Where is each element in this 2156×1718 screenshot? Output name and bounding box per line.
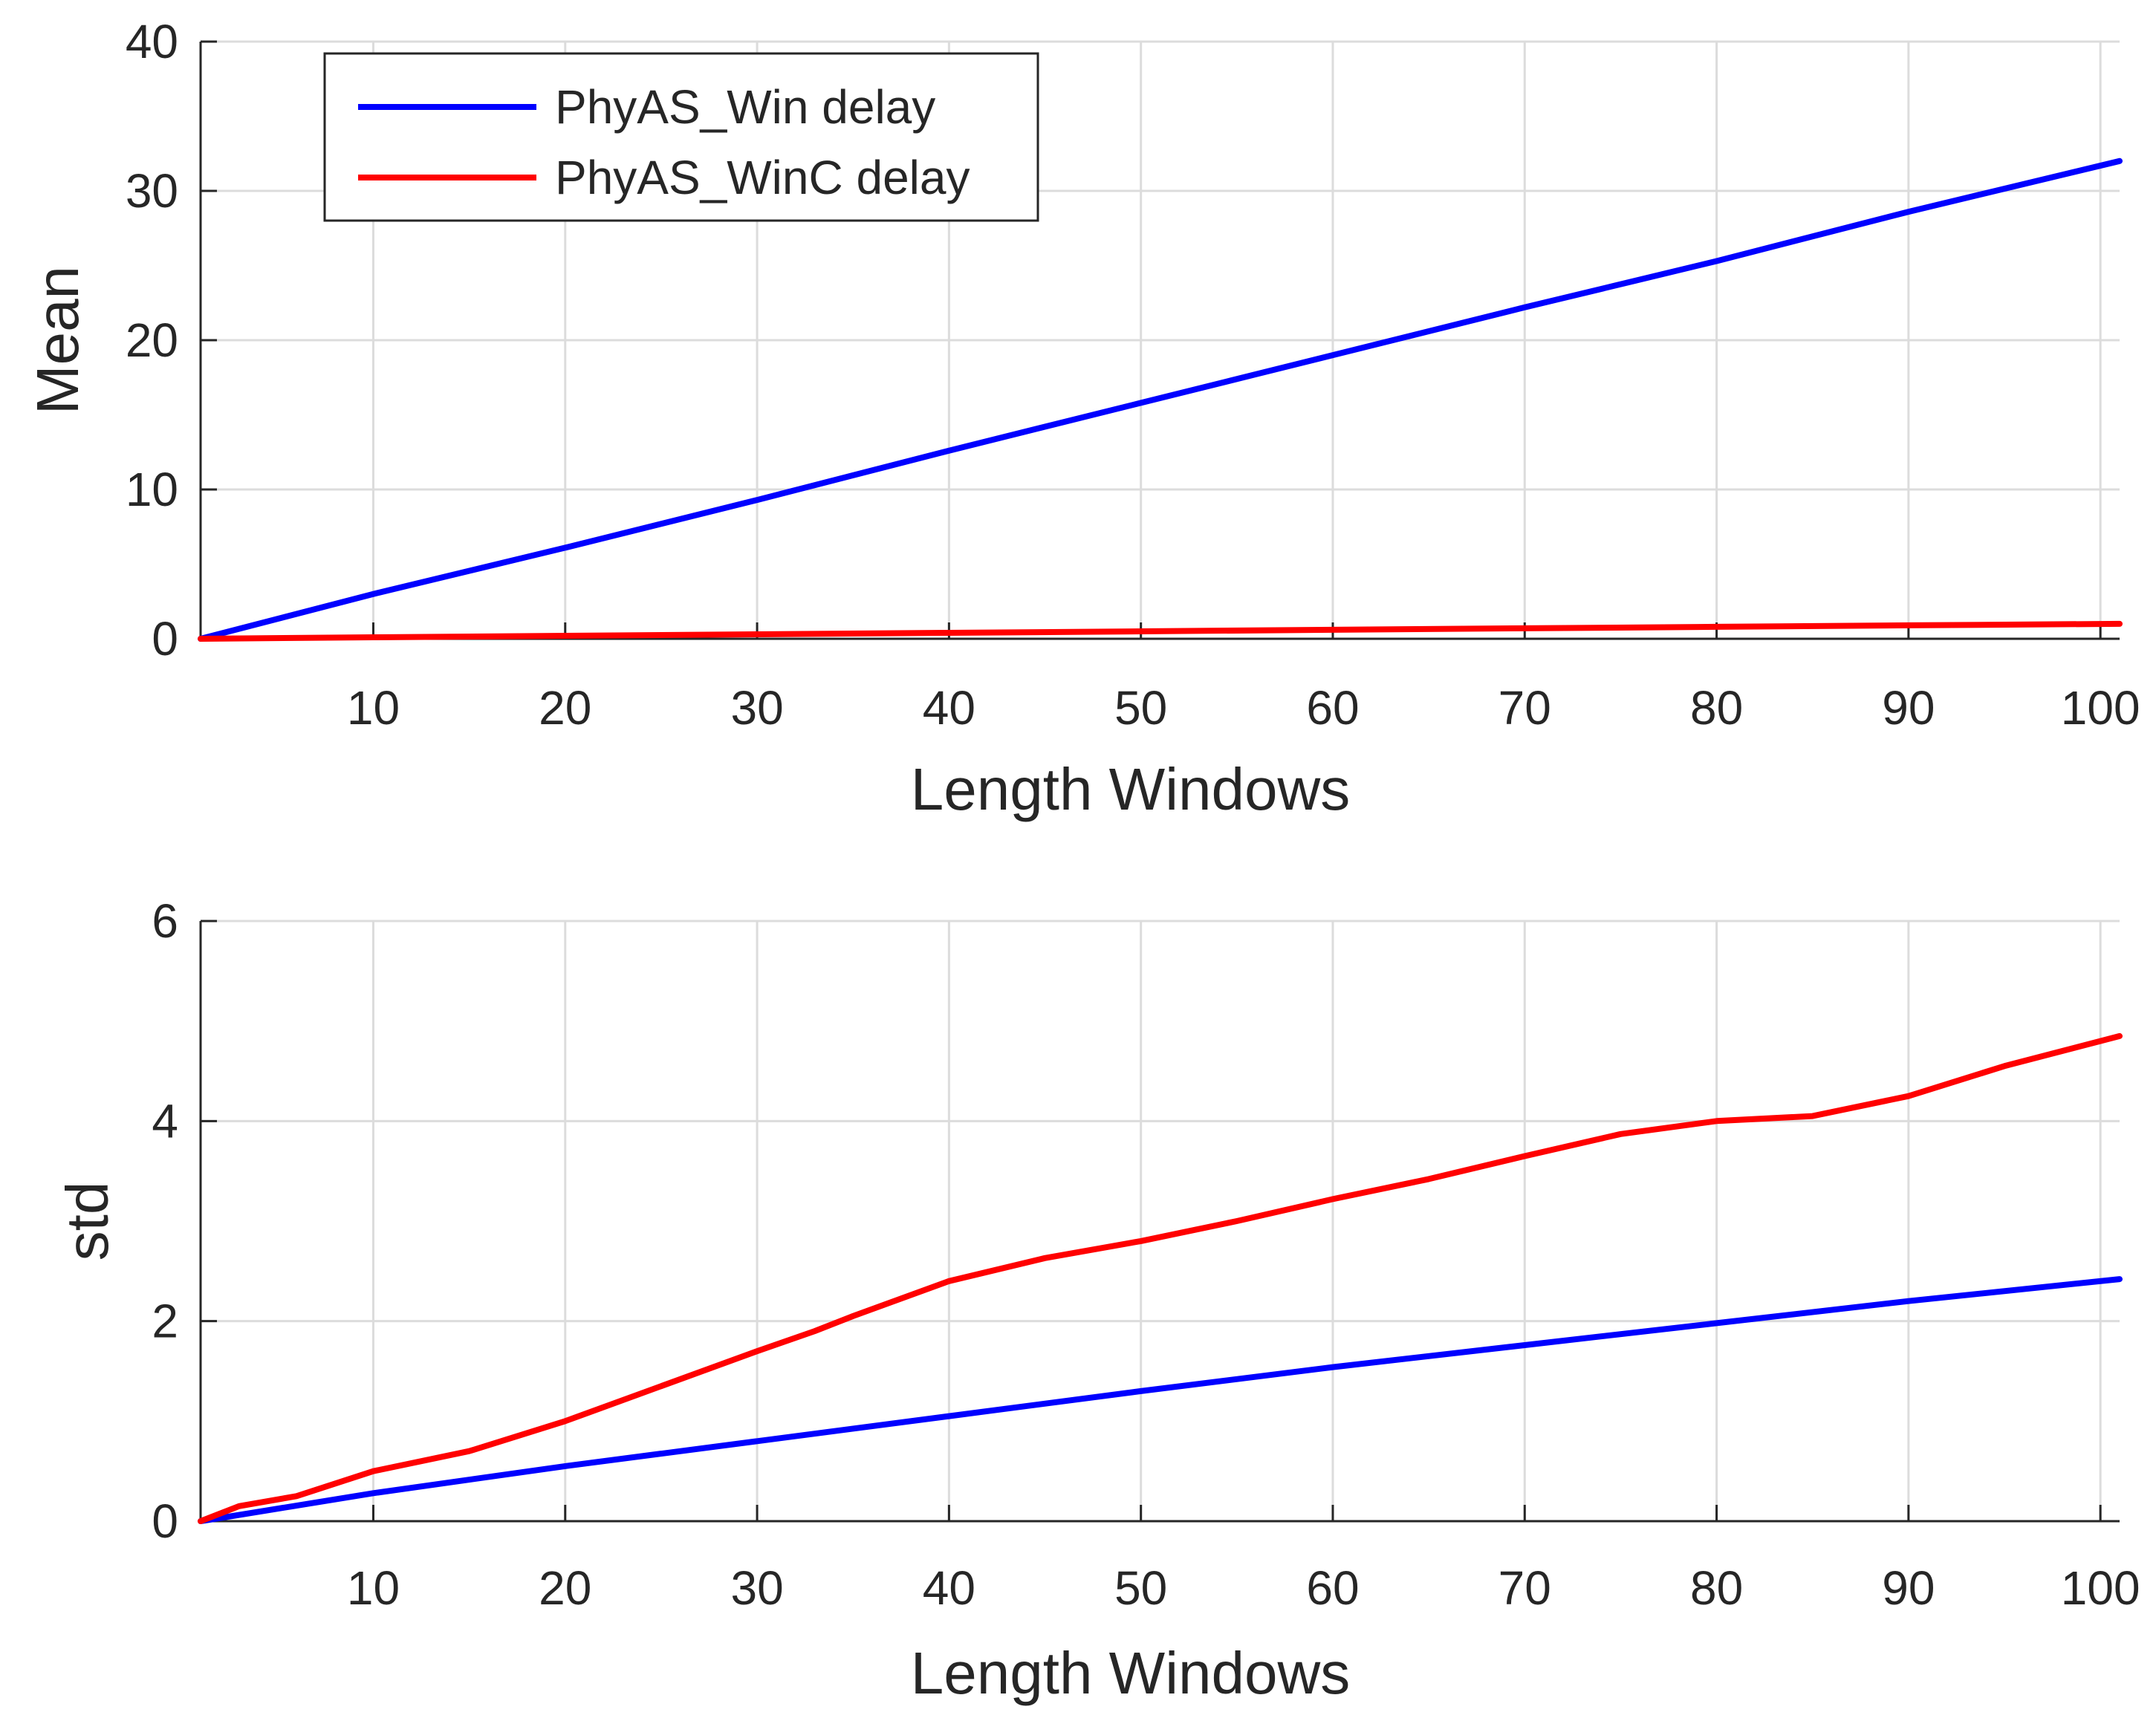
std-chart: 10 20 30 40 50 60 70 80 90 100 0 2 4 6 Length Windows s… (54, 894, 2140, 1706)
x-tick-label: 20 (539, 1561, 591, 1615)
x-tick-label: 100 (2061, 1561, 2140, 1615)
y-tick-label: 0 (152, 612, 178, 666)
y-axis-label: Mean (25, 266, 91, 414)
legend-box (323, 52, 1039, 222)
x-tick-label: 10 (347, 681, 400, 735)
x-tick-label: 30 (730, 1561, 783, 1615)
x-tick-label: 90 (1882, 1561, 1935, 1615)
y-tick-label: 40 (126, 15, 178, 68)
x-tick-label: 40 (923, 1561, 975, 1615)
x-tick-label: 50 (1114, 1561, 1167, 1615)
x-tick-label: 90 (1882, 681, 1935, 735)
y-tick-label: 0 (152, 1494, 178, 1548)
y-tick-label: 2 (152, 1295, 178, 1348)
y-tick-label: 10 (126, 463, 178, 516)
x-tick-label: 80 (1690, 1561, 1743, 1615)
series-line-red (198, 1032, 2123, 1524)
x-axis-label: Length Windows (911, 756, 1350, 822)
y-tick-label: 20 (126, 313, 178, 367)
x-tick-label: 40 (923, 681, 975, 735)
y-tick-label: 30 (126, 164, 178, 218)
legend-entry: PhyAS_Win delay (555, 80, 935, 134)
plot-area (201, 921, 2120, 1521)
y-axis-label: std (54, 1182, 120, 1261)
mean-chart: 10 20 30 40 50 60 70 80 90 100 0 10 20 30 40 Length Win… (25, 15, 2140, 822)
x-tick-label: 80 (1690, 681, 1743, 735)
series-line-blue (198, 157, 2123, 642)
legend: PhyAS_Win delay PhyAS_WinC delay (323, 52, 1039, 222)
x-tick-label: 50 (1114, 681, 1167, 735)
x-tick-label: 60 (1306, 681, 1359, 735)
series-line-red (198, 620, 2123, 642)
x-tick-label: 10 (347, 1561, 400, 1615)
x-axis-label: Length Windows (911, 1640, 1350, 1706)
x-tick-label: 60 (1306, 1561, 1359, 1615)
x-tick-label: 70 (1499, 681, 1551, 735)
x-tick-label: 20 (539, 681, 591, 735)
x-tick-label: 100 (2061, 681, 2140, 735)
x-tick-label: 30 (730, 681, 783, 735)
legend-entry: PhyAS_WinC delay (555, 151, 970, 204)
series-line-blue (198, 1276, 2123, 1524)
y-tick-label: 6 (152, 894, 178, 948)
y-tick-label: 4 (152, 1094, 178, 1148)
x-tick-label: 70 (1499, 1561, 1551, 1615)
